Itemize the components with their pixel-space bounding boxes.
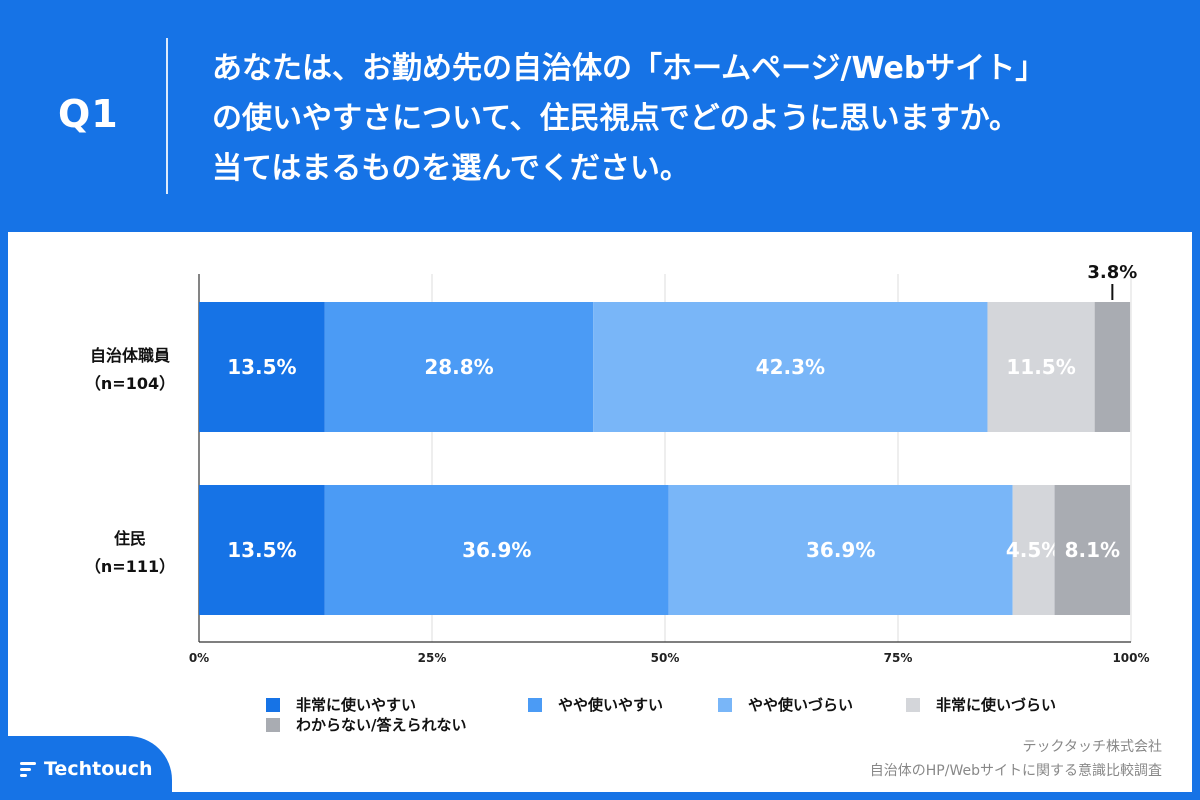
data-label: 3.8%: [1087, 262, 1137, 283]
brand-logo: Techtouch: [20, 758, 153, 780]
legend-item: やや使いづらい: [718, 694, 853, 715]
legend-item: 非常に使いやすい: [266, 694, 416, 715]
data-label: 36.9%: [806, 538, 875, 562]
legend-label: やや使いやすい: [558, 696, 664, 714]
stacked-bar-chart: 0% 25% 50% 75% 100% 自治体職員 （n=104） 住民 （n=111） 13.5…: [85, 262, 1150, 665]
x-tick-label: 50%: [651, 651, 680, 665]
data-label: 4.5%: [1006, 538, 1061, 562]
brand-name: Techtouch: [44, 758, 153, 780]
legend-item: やや使いやすい: [528, 694, 663, 715]
question-text: あなたは、お勤め先の自治体の「ホームページ/Webサイト」 の使いやすさについて…: [212, 51, 1046, 186]
category-n-label: （n=104）: [85, 374, 175, 393]
legend-item: 非常に使いづらい: [906, 694, 1056, 715]
bar-segment: [593, 302, 988, 432]
legend-item: わからない/答えられない: [266, 714, 466, 735]
x-tick-label: 25%: [418, 651, 447, 665]
question-label: Q1: [58, 92, 119, 136]
legend-swatch: [266, 717, 280, 732]
bar-segment: [1012, 485, 1055, 615]
data-label: 13.5%: [227, 538, 296, 562]
legend-label: 非常に使いづらい: [936, 696, 1057, 714]
data-label: 11.5%: [1006, 355, 1075, 379]
legend-swatch: [906, 697, 920, 712]
bar-segment: [324, 485, 669, 615]
data-label: 28.8%: [424, 355, 493, 379]
data-label: 13.5%: [227, 355, 296, 379]
category-label: 住民: [114, 529, 146, 548]
legend-swatch: [528, 697, 542, 712]
header-divider: [166, 38, 168, 194]
company-credit: テックタッチ株式会社: [1022, 739, 1162, 755]
survey-title: 自治体のHP/Webサイトに関する意識比較調査: [869, 763, 1162, 779]
legend-label: やや使いづらい: [748, 696, 854, 714]
bar-segment: [1094, 302, 1131, 432]
bar-segment: [668, 485, 1013, 615]
x-tick-label: 75%: [884, 651, 913, 665]
question-header: Q1 あなたは、お勤め先の自治体の「ホームページ/Webサイト」 の使いやすさに…: [0, 0, 1200, 232]
x-tick-label: 0%: [189, 651, 209, 665]
category-n-label: （n=111）: [85, 557, 175, 576]
bar-segment: [324, 302, 594, 432]
legend-swatch: [718, 697, 732, 712]
data-label: 36.9%: [462, 538, 531, 562]
legend-label: 非常に使いやすい: [296, 696, 417, 714]
bar-segment: [199, 485, 325, 615]
data-label: 42.3%: [756, 355, 825, 379]
x-tick-label: 100%: [1112, 651, 1149, 665]
legend-label: わからない/答えられない: [296, 716, 467, 734]
chart-panel: 0% 25% 50% 75% 100% 自治体職員 （n=104） 住民 （n=111） 13.5…: [8, 232, 1192, 792]
data-label: 8.1%: [1065, 538, 1120, 562]
brand-badge: Techtouch: [0, 736, 172, 800]
bar-segment: [987, 302, 1095, 432]
bar-segment: [1054, 485, 1131, 615]
bar-segment: [199, 302, 325, 432]
category-label: 自治体職員: [90, 346, 170, 365]
legend-swatch: [266, 697, 280, 712]
techtouch-logo-icon: [20, 760, 38, 778]
